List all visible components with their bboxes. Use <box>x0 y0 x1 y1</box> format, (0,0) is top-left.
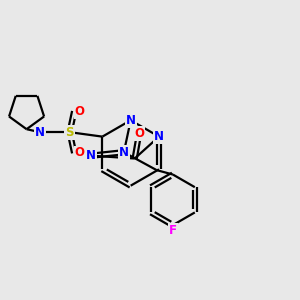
Text: N: N <box>119 146 129 159</box>
Text: N: N <box>35 126 45 139</box>
Text: N: N <box>154 130 164 143</box>
Text: S: S <box>65 126 74 139</box>
Text: O: O <box>74 105 85 118</box>
Text: N: N <box>86 149 96 162</box>
Text: O: O <box>74 146 85 160</box>
Text: N: N <box>126 114 136 127</box>
Text: F: F <box>169 224 177 237</box>
Text: O: O <box>134 127 144 140</box>
